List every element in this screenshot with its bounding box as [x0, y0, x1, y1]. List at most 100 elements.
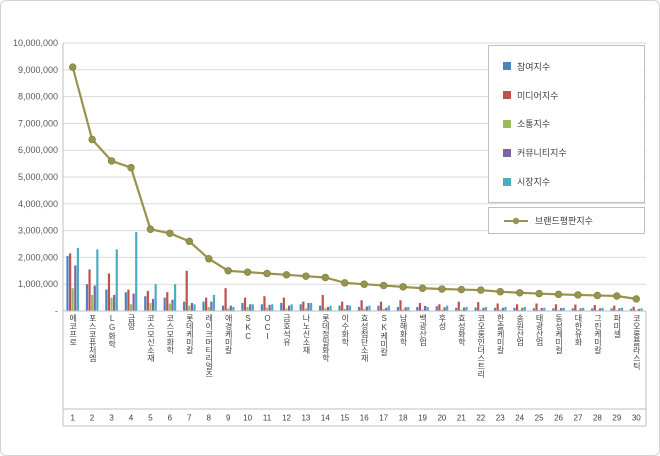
x-category-name-text: 대한유화 — [573, 314, 583, 346]
bar — [484, 306, 488, 311]
bar — [593, 305, 596, 311]
bar — [601, 307, 604, 311]
bar — [365, 306, 368, 311]
bar — [401, 309, 405, 311]
bar — [482, 307, 485, 311]
y-tick-label: 7,000,000 — [18, 118, 58, 128]
x-category-name-text: 태광산업 — [535, 314, 545, 346]
bar — [477, 302, 480, 311]
bar — [418, 302, 422, 311]
x-category-name: SK케미칼 — [374, 314, 393, 408]
x-rank-label: 30 — [632, 414, 641, 423]
bar — [154, 284, 157, 311]
line-marker — [399, 283, 407, 291]
x-category-name-text: 코오롱플라스틱 — [632, 314, 642, 370]
x-category-name: LG화학 — [102, 314, 121, 408]
bar — [579, 308, 582, 311]
line-marker — [554, 290, 563, 299]
line-marker — [107, 157, 116, 165]
x-rank-label: 16 — [360, 414, 369, 423]
bar — [246, 306, 249, 311]
bar — [404, 307, 407, 311]
x-rank-label: 20 — [437, 414, 446, 423]
x-rank-label: 4 — [129, 414, 134, 423]
bar — [66, 256, 69, 311]
y-tick-label: - — [55, 306, 58, 316]
bar — [265, 307, 269, 311]
legend-label: 브랜드평판지수 — [535, 216, 593, 226]
y-tick-label: 2,000,000 — [18, 252, 58, 262]
x-category-name: 파미셀 — [607, 314, 626, 408]
bar — [426, 306, 429, 311]
legend-entry: 소통지수 — [489, 117, 644, 130]
x-category-name: 송원산업 — [510, 314, 529, 408]
x-category-name: 백광산업 — [413, 314, 432, 408]
bar — [207, 306, 210, 311]
y-tick-label: 5,000,000 — [18, 172, 58, 182]
bar — [598, 308, 602, 311]
x-category-name-text: 나노신소재 — [301, 314, 311, 354]
bar — [377, 305, 380, 311]
x-rank-label: 29 — [612, 414, 621, 423]
bar — [268, 304, 271, 311]
bar — [632, 306, 635, 311]
bar — [338, 305, 341, 311]
line-marker — [593, 291, 602, 300]
x-category-name-text: 남해화학 — [399, 314, 409, 346]
legend-swatch — [503, 62, 511, 71]
x-category-name-text: 롯데케미칼 — [185, 314, 195, 354]
x-category-name: 남해화학 — [393, 314, 412, 408]
line-marker — [438, 285, 446, 293]
legend-marker-glyph — [512, 217, 520, 224]
x-rank-label: 8 — [207, 414, 212, 423]
x-rank-label: 28 — [593, 414, 602, 423]
x-rank-label: 27 — [574, 414, 583, 423]
line-marker — [321, 273, 330, 282]
x-category-name-text: 코스모화학 — [165, 314, 175, 354]
x-category-name-text: 송원산업 — [515, 314, 525, 346]
bar — [129, 304, 133, 311]
x-category-name-text: 동성케미컬 — [554, 314, 564, 354]
x-category-name-text: SKC — [243, 314, 253, 341]
bar — [360, 300, 363, 311]
bar — [319, 305, 322, 311]
bar — [171, 299, 174, 311]
x-rank-label: 5 — [148, 414, 153, 423]
bar — [387, 305, 390, 311]
line-marker — [418, 284, 427, 292]
bar — [107, 273, 111, 311]
legend-line-series-box: 브랜드평판지수 — [488, 207, 645, 234]
line-marker — [263, 269, 271, 278]
bar — [166, 292, 169, 311]
bar — [232, 306, 235, 311]
legend-label: 참여지수 — [517, 61, 551, 72]
bar — [69, 253, 72, 311]
legend-swatch — [503, 148, 511, 157]
bar — [229, 305, 232, 311]
x-category-name: 롯데정밀화학 — [316, 314, 335, 408]
x-rank-label: 3 — [109, 414, 114, 423]
legend-swatch — [503, 91, 511, 100]
x-category-name-text: SK케미칼 — [379, 314, 389, 356]
y-tick-label: 10,000,000 — [13, 38, 58, 48]
bar — [324, 308, 327, 311]
bar — [205, 297, 208, 311]
bar — [438, 304, 441, 311]
bar — [474, 307, 477, 311]
bar — [560, 308, 563, 311]
bar — [424, 305, 427, 311]
legend-entry: 참여지수 — [489, 60, 644, 73]
bar — [416, 306, 419, 311]
x-rank-label: 24 — [515, 414, 524, 423]
line-marker — [477, 286, 485, 294]
bar — [613, 305, 616, 311]
x-category-name: 레이크머티리얼즈 — [199, 314, 218, 408]
bar — [151, 298, 155, 311]
line-marker — [379, 281, 388, 290]
x-category-name-text: 코오롱인더스트리 — [476, 314, 486, 378]
bar — [249, 304, 252, 311]
x-rank-label: 14 — [321, 414, 330, 423]
bar — [610, 308, 613, 311]
line-marker — [224, 267, 232, 275]
bar — [263, 296, 266, 311]
